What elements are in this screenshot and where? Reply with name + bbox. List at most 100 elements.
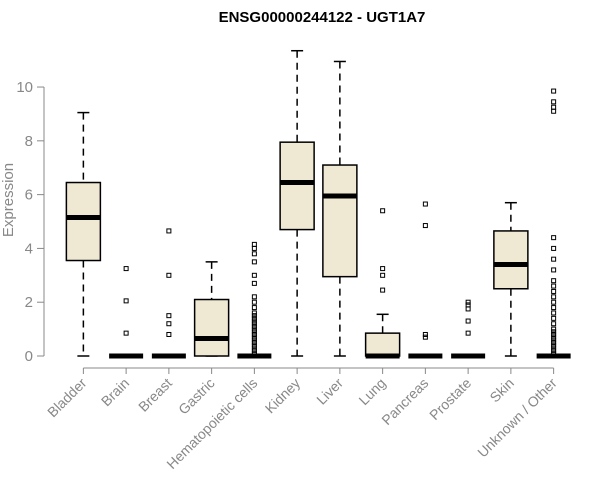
outlier-point <box>551 340 557 346</box>
outlier-point <box>551 108 557 114</box>
y-tick-label: 0 <box>25 348 33 365</box>
box-group <box>151 228 186 359</box>
outlier-point <box>422 331 428 337</box>
outlier-point <box>551 267 557 273</box>
outlier-point <box>551 245 557 251</box>
outlier-point <box>551 283 557 289</box>
x-tick-label: Skin <box>486 375 517 406</box>
outlier-point <box>166 321 172 327</box>
y-tick-label: 4 <box>25 240 33 257</box>
x-tick-label: Prostate <box>426 375 474 423</box>
outlier-point <box>251 337 257 343</box>
box-group <box>536 88 571 359</box>
outlier-point <box>465 306 471 312</box>
outlier-point <box>551 337 557 343</box>
outlier-point <box>123 298 129 304</box>
x-tick-label: Pancreas <box>378 375 431 428</box>
outlier-point <box>251 342 257 348</box>
outlier-point <box>422 334 428 340</box>
outlier-point <box>123 266 129 272</box>
outlier-point <box>166 228 172 234</box>
box <box>322 164 358 278</box>
outlier-point <box>551 329 557 335</box>
outlier-point <box>251 345 257 351</box>
x-tick-label: Bladder <box>44 375 90 421</box>
outlier-point <box>551 294 557 300</box>
x-tick-label: Lung <box>355 375 388 408</box>
outlier-point <box>551 331 557 337</box>
outlier-point <box>251 294 257 300</box>
y-axis: 0 2 4 6 8 10 <box>16 79 45 365</box>
outlier-point <box>551 326 557 332</box>
y-tick-label: 6 <box>25 187 33 204</box>
outlier-point <box>251 241 257 247</box>
y-tick-label: 8 <box>25 133 33 150</box>
outlier-point <box>465 318 471 324</box>
outlier-point <box>465 299 471 305</box>
outlier-point <box>166 313 172 319</box>
outlier-point <box>251 348 257 354</box>
box-group <box>279 49 315 357</box>
outlier-point <box>251 323 257 329</box>
outlier-point <box>251 313 257 319</box>
outlier-point <box>166 272 172 278</box>
outlier-point <box>251 272 257 278</box>
outlier-point <box>251 334 257 340</box>
outlier-point <box>465 302 471 308</box>
outlier-point <box>380 208 386 214</box>
outlier-point <box>251 251 257 257</box>
box-group <box>237 241 272 359</box>
outlier-point <box>251 305 257 311</box>
box-group <box>109 266 144 359</box>
outlier-point <box>551 88 557 94</box>
outlier-point <box>551 350 557 356</box>
outlier-point <box>251 331 257 337</box>
outlier-point <box>380 266 386 272</box>
plot-area <box>65 49 571 359</box>
outlier-point <box>551 310 557 316</box>
outlier-point <box>551 315 557 321</box>
box <box>193 298 230 357</box>
x-tick-label: Kidney <box>262 375 304 417</box>
outlier-point <box>251 299 257 305</box>
outlier-point <box>251 315 257 321</box>
outlier-point <box>551 345 557 351</box>
outlier-point <box>422 223 428 229</box>
outlier-point <box>251 321 257 327</box>
box-group <box>408 201 443 359</box>
outlier-point <box>465 330 471 336</box>
outlier-point <box>251 340 257 346</box>
box-group <box>65 111 102 357</box>
outlier-point <box>380 272 386 278</box>
outlier-point <box>551 288 557 294</box>
outlier-point <box>551 278 557 284</box>
outlier-point <box>166 331 172 337</box>
y-axis-label: Expression <box>0 163 17 237</box>
box-group <box>493 201 529 357</box>
outlier-point <box>551 334 557 340</box>
y-tick-label: 10 <box>16 79 33 96</box>
x-tick-label: Unknown / Other <box>474 375 560 461</box>
outlier-point <box>551 299 557 305</box>
box <box>279 141 315 231</box>
outlier-point <box>123 330 129 336</box>
outlier-point <box>551 342 557 348</box>
box <box>493 230 529 290</box>
outlier-point <box>251 259 257 265</box>
outlier-point <box>251 350 257 356</box>
x-tick-label: Liver <box>313 375 346 408</box>
box <box>364 332 401 357</box>
y-tick-label: 2 <box>25 294 33 311</box>
outlier-point <box>551 104 557 110</box>
x-tick-label: Brain <box>98 375 132 409</box>
box-group <box>364 208 401 359</box>
box-group <box>451 299 486 359</box>
box-group <box>193 261 230 357</box>
box-group <box>322 60 358 357</box>
outlier-point <box>551 305 557 311</box>
outlier-point <box>551 99 557 105</box>
outlier-point <box>551 256 557 262</box>
outlier-point <box>551 235 557 241</box>
